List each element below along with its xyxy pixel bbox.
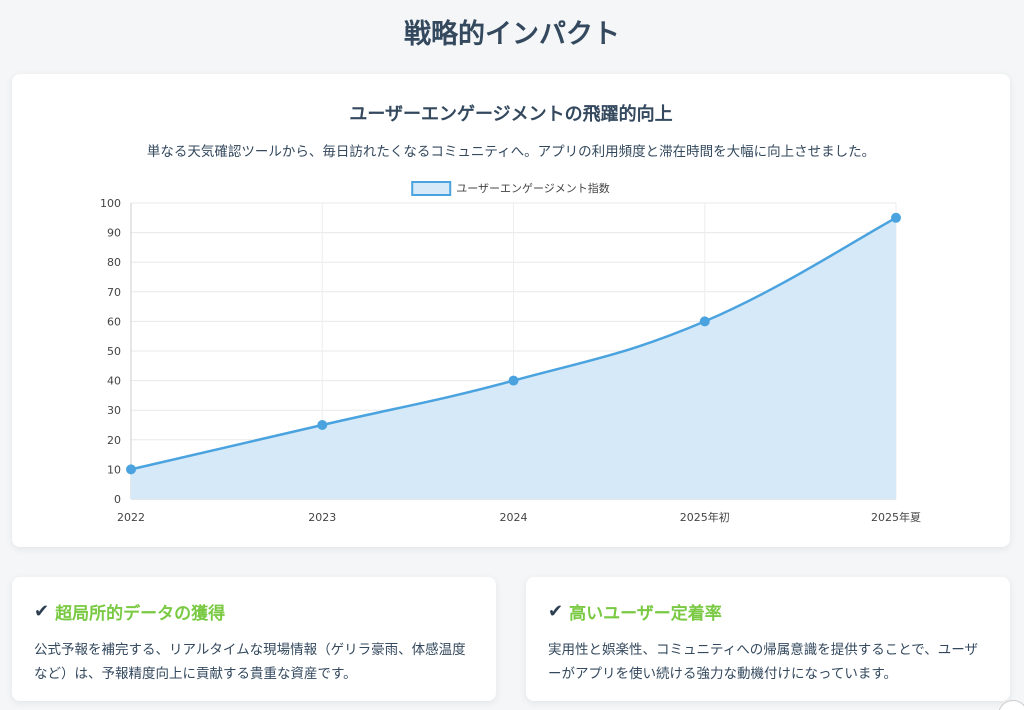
x-tick-label: 2025年夏 bbox=[871, 510, 921, 524]
y-tick-label: 80 bbox=[107, 256, 121, 269]
y-tick-label: 70 bbox=[107, 286, 121, 299]
info-card-hyperlocal-data: ✔ 超局所的データの獲得 公式予報を補完する、リアルタイムな現場情報（ゲリラ豪雨… bbox=[12, 577, 496, 701]
y-tick-label: 60 bbox=[107, 315, 121, 328]
data-point bbox=[317, 420, 328, 430]
chart-description: 単なる天気確認ツールから、毎日訪れたくなるコミュニティへ。アプリの利用頻度と滞在… bbox=[146, 144, 876, 160]
legend-label: ユーザーエンゲージメント指数 bbox=[456, 181, 610, 195]
card-heading: ✔ 高いユーザー定着率 bbox=[548, 599, 988, 624]
chart-card: ユーザーエンゲージメントの飛躍的向上 単なる天気確認ツールから、毎日訪れたくなる… bbox=[12, 74, 1010, 547]
card-body: 実用性と娯楽性、コミュニティへの帰属意識を提供することで、ユーザーがアプリを使い… bbox=[548, 642, 978, 682]
card-title: 高いユーザー定着率 bbox=[569, 604, 722, 624]
y-tick-label: 40 bbox=[107, 375, 121, 388]
engagement-line-chart: 0 10 20 30 40 50 60 70 80 90 100 2022 2023 2024 2025年初… bbox=[100, 181, 921, 524]
legend-swatch bbox=[411, 181, 452, 196]
y-tick-label: 30 bbox=[107, 404, 121, 417]
page-title: 戦略的インパクト bbox=[404, 19, 620, 50]
x-tick-label: 2024 bbox=[500, 511, 528, 524]
scroll-to-top-icon[interactable] bbox=[998, 700, 1024, 710]
data-point bbox=[699, 316, 710, 327]
data-point bbox=[126, 464, 136, 475]
data-point bbox=[508, 375, 519, 386]
card-title: 超局所的データの獲得 bbox=[55, 604, 226, 624]
y-tick-label: 0 bbox=[114, 493, 121, 506]
y-tick-label: 90 bbox=[107, 227, 121, 240]
check-icon: ✔ bbox=[34, 601, 50, 622]
x-tick-label: 2022 bbox=[117, 511, 145, 524]
y-tick-label: 100 bbox=[100, 197, 121, 210]
card-body: 公式予報を補完する、リアルタイムな現場情報（ゲリラ豪雨、体感温度など）は、予報精… bbox=[34, 642, 466, 682]
x-tick-label: 2025年初 bbox=[680, 510, 730, 524]
y-tick-label: 50 bbox=[107, 345, 121, 358]
check-icon: ✔ bbox=[548, 601, 564, 622]
chart-title: ユーザーエンゲージメントの飛躍的向上 bbox=[349, 104, 673, 125]
info-card-retention: ✔ 高いユーザー定着率 実用性と娯楽性、コミュニティへの帰属意識を提供することで… bbox=[526, 577, 1010, 701]
y-tick-label: 10 bbox=[107, 463, 121, 476]
x-tick-label: 2023 bbox=[308, 511, 336, 524]
data-point bbox=[891, 212, 901, 223]
y-tick-label: 20 bbox=[107, 434, 121, 447]
card-heading: ✔ 超局所的データの獲得 bbox=[34, 599, 474, 624]
